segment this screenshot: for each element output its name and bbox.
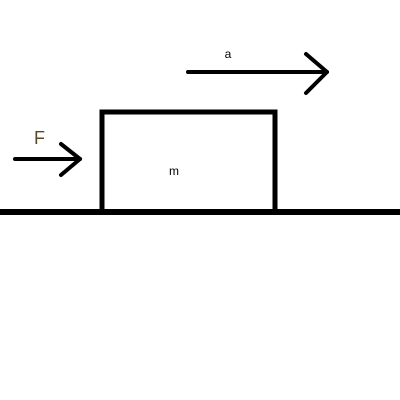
acceleration-label: a xyxy=(225,47,232,61)
acceleration-arrow xyxy=(186,52,329,95)
mass-label: m xyxy=(169,164,179,178)
force-arrow xyxy=(13,142,82,177)
mass-block xyxy=(99,109,278,215)
force-label: F xyxy=(34,128,45,148)
